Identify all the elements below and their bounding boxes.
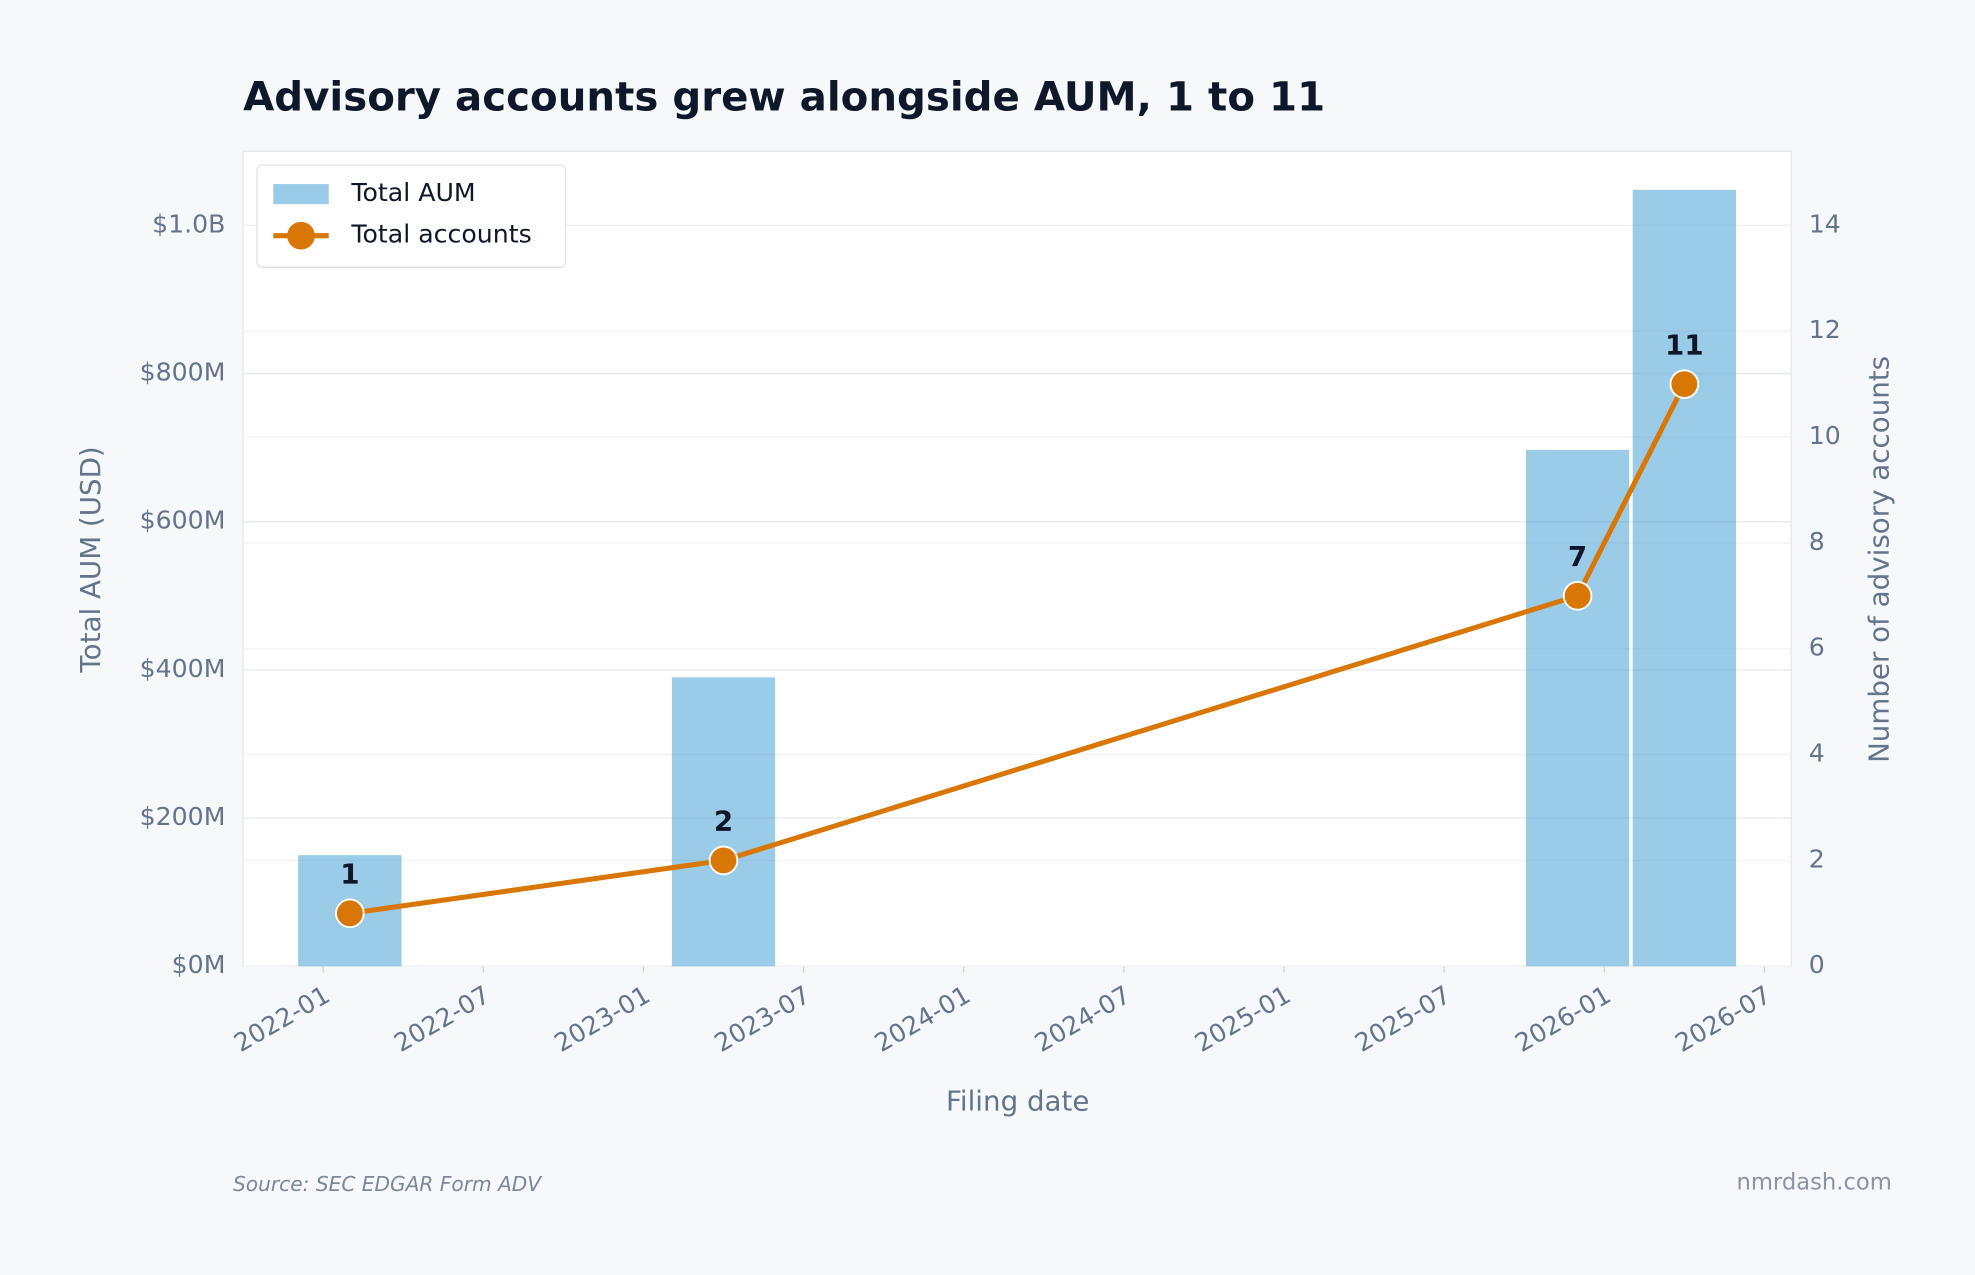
y-tick-label: $600M: [140, 506, 226, 535]
legend: Total AUM Total accounts: [256, 164, 567, 268]
bar: [671, 677, 776, 967]
y2-tick-label: 14: [1809, 209, 1841, 238]
y-axis-title: Total AUM (USD): [74, 446, 107, 673]
y-tick-label: $400M: [140, 654, 226, 683]
legend-label: Total accounts: [350, 220, 531, 249]
y-tick-label: $0M: [172, 950, 226, 979]
credit: nmrdash.com: [1736, 1169, 1891, 1195]
y2-tick-label: 8: [1809, 527, 1825, 556]
data-label: 11: [1665, 328, 1704, 361]
x-axis-title: Filing date: [946, 1084, 1089, 1117]
y-tick-label: $1.0B: [152, 209, 225, 238]
bar: [1632, 189, 1736, 967]
source-note: Source: SEC EDGAR Form ADV: [233, 1172, 542, 1196]
data-label: 2: [714, 805, 733, 838]
chart-title: Advisory accounts grew alongside AUM, 1 …: [243, 74, 1325, 121]
y2-tick-label: 12: [1809, 315, 1841, 344]
y2-tick-label: 10: [1809, 421, 1841, 450]
y2-axis-title: Number of advisory accounts: [1863, 356, 1896, 763]
y-tick-label: $800M: [140, 358, 226, 387]
data-label: 1: [340, 858, 359, 891]
y2-tick-label: 2: [1809, 844, 1825, 873]
legend-box: [256, 164, 567, 268]
legend-label: Total AUM: [350, 178, 475, 207]
y2-tick-label: 4: [1809, 739, 1825, 768]
point: [1562, 581, 1593, 611]
legend-swatch-marker: [287, 221, 315, 250]
point: [1669, 369, 1700, 399]
bar: [1525, 449, 1630, 967]
y2-tick-label: 6: [1809, 633, 1825, 662]
y-tick-label: $200M: [140, 802, 226, 831]
data-label: 7: [1568, 540, 1587, 573]
point: [335, 898, 365, 929]
marks: [298, 189, 1736, 967]
line: [349, 383, 1687, 916]
legend-swatch: [273, 184, 329, 205]
y2-tick-label: 0: [1809, 950, 1825, 979]
point: [708, 845, 739, 876]
